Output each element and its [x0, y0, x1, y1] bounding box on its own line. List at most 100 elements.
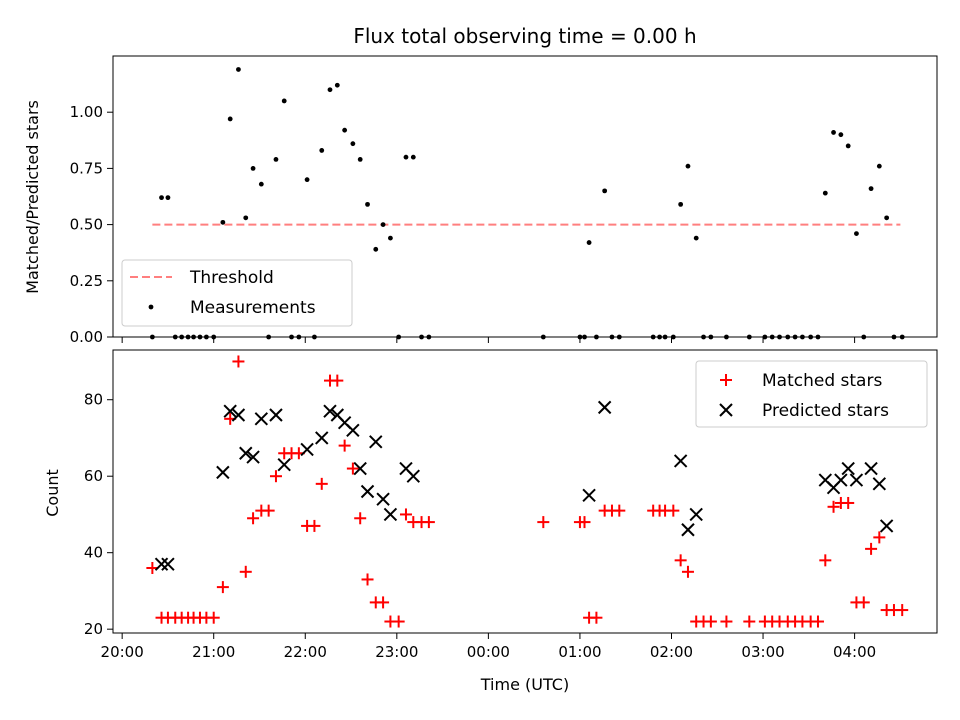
top-ytick-label: 0.25 [70, 272, 103, 290]
top-legend: Threshold Measurements [121, 259, 353, 327]
matched-star-marker [354, 512, 367, 525]
bottom-ytick-label: 60 [84, 467, 103, 485]
measurement-point [693, 235, 699, 241]
bottom-panel-xlabel: Time (UTC) [480, 675, 569, 694]
predicted-star-marker [216, 465, 230, 480]
bottom-plot-area: 20 40 60 80 20:00 21:00 22:00 23:00 00:00 01:00 02… [84, 355, 909, 661]
predicted-star-marker [849, 473, 864, 487]
bottom-panel: Count Time (UTC) 20 40 60 80 20:00 21:00 22:00… [43, 349, 938, 694]
predicted-star-marker [673, 454, 688, 468]
measurement-point [220, 219, 226, 225]
matched-star-marker [827, 500, 840, 513]
predicted-star-marker [154, 557, 169, 571]
bottom-xtick-label: 20:00 [101, 643, 144, 661]
measurement-point [380, 222, 386, 228]
matched-star-marker [331, 374, 344, 387]
bottom-xtick-label: 23:00 [375, 643, 418, 661]
measurement-point [388, 235, 393, 241]
bottom-xtick-label: 03:00 [741, 643, 784, 661]
predicted-star-marker [246, 450, 260, 464]
predicted-star-marker [161, 557, 175, 571]
measurement-point [602, 188, 608, 194]
measurement-point [868, 186, 874, 192]
measurement-point [884, 215, 890, 221]
predicted-star-marker [872, 477, 887, 491]
matched-star-marker [247, 512, 260, 525]
matched-star-marker [720, 615, 733, 628]
predicted-star-marker [323, 404, 337, 418]
predicted-star-marker [406, 469, 421, 483]
matched-star-marker [392, 615, 405, 628]
measurement-point [334, 82, 340, 88]
top-ytick-label: 0.75 [70, 159, 103, 177]
matched-star-marker [422, 516, 435, 529]
measurement-point [281, 98, 287, 104]
matched-star-marker [590, 611, 603, 624]
legend-measurements-swatch [148, 304, 154, 310]
top-ytick-label: 1.00 [70, 103, 103, 121]
measurement-point [273, 157, 279, 162]
matched-star-marker [239, 565, 252, 578]
matched-star-marker [262, 504, 275, 517]
matched-star-marker [842, 496, 855, 509]
top-panel-ylabel: Matched/Predicted stars [23, 100, 42, 294]
matched-star-marker [216, 581, 229, 594]
bottom-xtick-label: 22:00 [284, 643, 327, 661]
matched-star-marker [361, 573, 374, 586]
matched-star-marker [377, 596, 390, 609]
measurement-point [876, 163, 882, 169]
measurement-point [365, 201, 370, 207]
bottom-panel-ylabel: Count [43, 469, 62, 517]
bottom-ytick-label: 40 [84, 544, 103, 562]
predicted-star-marker [315, 431, 329, 445]
legend-predicted-label: Predicted stars [762, 401, 889, 421]
top-ytick-label: 0.00 [70, 328, 103, 346]
legend-threshold-label: Threshold [189, 268, 274, 288]
matched-star-marker [681, 565, 694, 578]
matched-star-marker [865, 542, 878, 555]
bottom-legend-box [695, 360, 928, 428]
predicted-star-marker [231, 408, 246, 422]
measurement-point [159, 195, 164, 201]
predicted-star-marker [223, 404, 237, 418]
top-panel: Flux total observing time = 0.00 h Match… [23, 24, 938, 346]
matched-star-marker [232, 355, 245, 368]
legend-predicted-swatch [719, 403, 733, 417]
measurement-point [165, 195, 171, 201]
legend-matched-swatch [720, 374, 732, 386]
measurement-point [854, 231, 859, 236]
predicted-star-marker [864, 461, 878, 476]
measurement-point [403, 154, 409, 160]
predicted-star-marker [369, 435, 383, 449]
measurement-point [342, 127, 348, 133]
matched-star-marker [346, 462, 359, 475]
measurement-point [685, 163, 691, 169]
matched-star-marker [674, 554, 687, 567]
predicted-star-marker [841, 461, 855, 476]
matched-star-marker [704, 615, 717, 628]
measurement-point [410, 154, 416, 160]
matched-star-marker [667, 504, 680, 517]
matched-star-marker [743, 615, 756, 628]
top-ytick-label: 0.50 [70, 216, 103, 234]
bottom-panel-frame [112, 349, 938, 634]
predicted-star-marker [383, 507, 398, 522]
bottom-xtick-label: 21:00 [192, 643, 235, 661]
bottom-xtick-label: 00:00 [467, 643, 510, 661]
measurement-point [678, 201, 684, 207]
predicted-star-marker [376, 492, 390, 506]
measurement-point [258, 181, 264, 187]
measurement-point [831, 130, 836, 135]
matched-star-marker [896, 604, 909, 617]
bottom-xtick-label: 02:00 [650, 643, 693, 661]
predicted-star-marker [689, 507, 703, 522]
measurement-point [319, 148, 325, 153]
matched-star-marker [811, 615, 824, 628]
predicted-star-marker [353, 461, 367, 476]
matched-star-marker [338, 439, 351, 452]
predicted-star-marker [582, 488, 596, 503]
measurement-point [327, 87, 333, 93]
measurement-point [304, 177, 310, 183]
matched-star-marker [308, 519, 321, 532]
